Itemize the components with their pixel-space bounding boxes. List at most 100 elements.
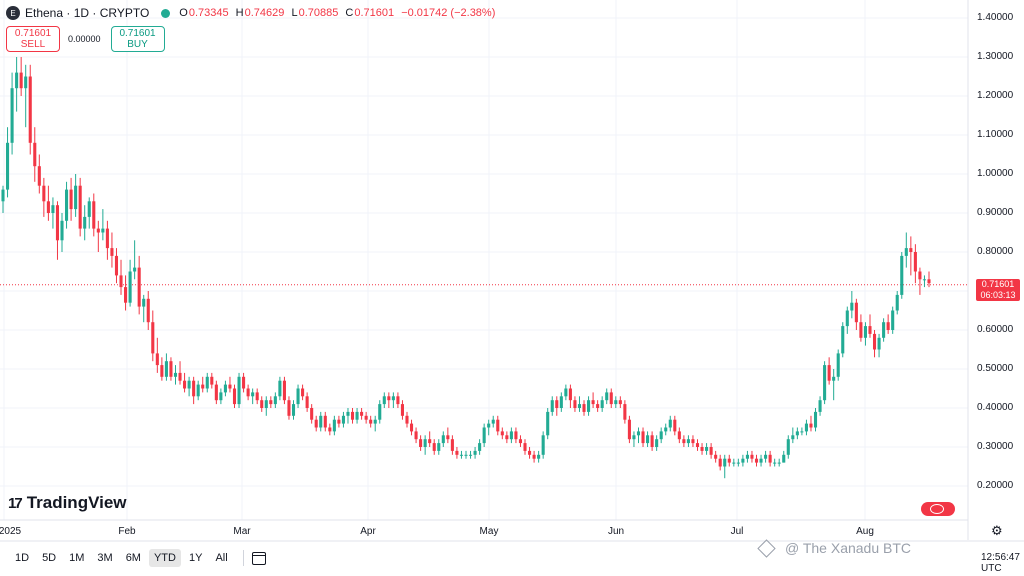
candle-body [922,279,927,281]
candle-body [587,400,591,412]
candle-body [491,419,495,424]
candle-body [346,411,350,416]
candle-body [128,271,132,303]
candle-body [904,248,908,256]
candle-body [732,462,736,464]
candle-body [709,447,713,455]
candle-body [823,365,827,401]
range-6m-button[interactable]: 6M [125,552,141,564]
candle-body [659,431,663,440]
candle-body [478,443,482,451]
candle-body [832,376,836,381]
candle-body [105,228,109,249]
candle-body [918,271,922,280]
range-1d-button[interactable]: 1D [15,552,30,564]
candle-body [882,322,886,338]
candle-body [487,423,491,428]
close-value: 0.71601 [354,7,395,19]
candle-body [841,326,845,354]
candle-body [582,404,586,412]
candle-body [877,337,881,350]
candle-body [850,302,854,311]
sell-button[interactable]: 0.71601 SELL [6,26,60,52]
candle-body [124,287,128,303]
candle-body [509,431,513,440]
tradingview-logo[interactable]: 17 TradingView [8,493,127,513]
candle-body [87,201,91,217]
range-ytd-button[interactable]: YTD [148,549,181,567]
range-5d-button[interactable]: 5D [42,552,57,564]
candle-body [146,298,150,323]
time-tick-label: Feb [118,526,136,537]
candle-body [555,400,559,408]
utc-clock[interactable]: 12:56:47 UTC [981,552,1020,574]
candle-body [37,166,41,186]
candle-body [473,450,477,455]
candle-body [360,411,364,416]
calendar-icon[interactable] [251,551,266,565]
candle-body [718,458,722,467]
candle-body [614,400,618,405]
candle-body [242,376,246,389]
candle-body [133,267,137,272]
buy-button[interactable]: 0.71601 BUY [110,26,165,52]
candle-body [228,384,232,389]
range-all-button[interactable]: All [215,552,228,564]
time-tick-label: Jun [607,526,625,537]
time-tick-label: Mar [233,526,251,537]
open-value: 0.73345 [188,7,229,19]
candle-body [705,447,709,451]
candle-body [632,435,636,440]
candle-body [164,361,168,377]
candle-body [895,294,899,311]
bottom-toolbar: 1D 5D 1M 3M 6M YTD 1Y All [0,546,1024,570]
range-1m-button[interactable]: 1M [69,552,85,564]
candle-body [260,400,264,408]
candle-body [328,427,332,432]
candle-body [332,419,336,432]
badge-icon[interactable] [921,502,955,516]
candle-body [369,419,373,424]
candle-body [60,220,64,241]
toolbar-divider [242,550,244,566]
bar-countdown: 06:03:13 [980,290,1016,300]
tradingview-name: TradingView [26,493,127,512]
binance-diamond-icon [757,538,776,558]
candle-body [528,450,532,455]
candle-body [818,400,822,412]
candle-body [437,443,441,451]
candle-body [33,142,37,167]
candle-body [382,396,386,405]
candle-body [187,380,191,389]
candle-body [609,392,613,405]
price-tick-label: 0.80000 [977,246,1014,257]
watermark-text: @ The Xanadu BTC [785,540,912,556]
candle-body [400,404,404,416]
candle-body [655,439,659,447]
time-tick-label: 2025 [0,526,22,537]
candle-body [668,419,672,428]
candle-body [291,404,296,416]
candle-body [246,388,250,397]
candle-body [600,400,604,408]
range-3m-button[interactable]: 3M [97,552,113,564]
candle-body [786,439,790,455]
candle-body [251,392,255,397]
symbol-title[interactable]: Ethena · 1D · CRYPTO [25,6,150,20]
candle-body [532,454,536,459]
candle-body [19,72,23,89]
candle-body [337,419,341,424]
candle-body [782,454,786,463]
gear-icon[interactable]: ⚙ [991,523,1003,538]
candle-body [909,248,913,252]
trade-panel: 0.71601 SELL 0.00000 0.71601 BUY [6,26,165,52]
candle-body [46,201,50,213]
candle-body [314,419,318,428]
candle-body [28,76,32,143]
candle-body [92,201,96,229]
candle-body [759,458,763,463]
candle-body [727,458,731,463]
range-1y-button[interactable]: 1Y [188,552,203,564]
candle-body [546,411,550,436]
